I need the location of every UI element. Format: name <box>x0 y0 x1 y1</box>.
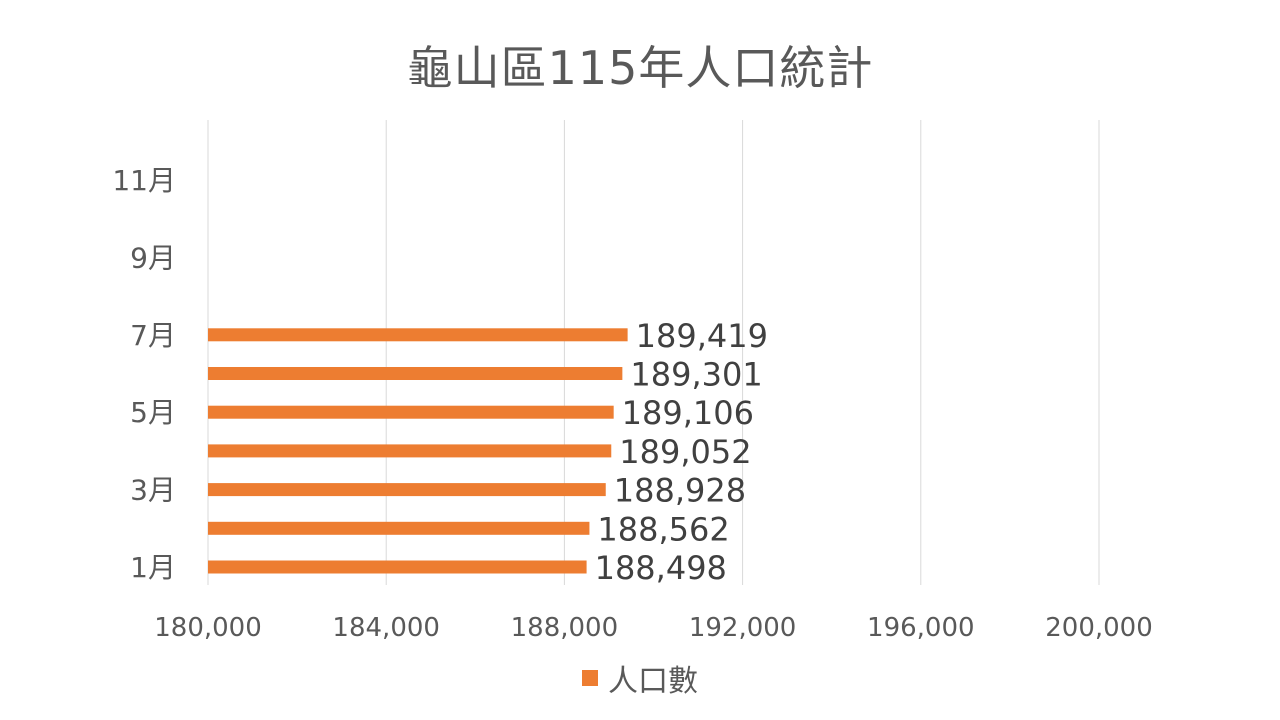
y-tick-label: 1月 <box>130 551 176 584</box>
data-label: 189,301 <box>630 356 762 394</box>
y-tick-label: 5月 <box>130 396 176 429</box>
y-tick-label: 9月 <box>130 241 176 274</box>
data-label: 188,928 <box>614 472 746 510</box>
x-tick-label: 184,000 <box>332 613 440 643</box>
bar <box>208 405 614 419</box>
bar <box>208 521 590 535</box>
bar <box>208 483 606 497</box>
data-label: 189,106 <box>622 394 754 432</box>
y-tick-label: 11月 <box>112 164 176 197</box>
bar <box>208 367 623 380</box>
data-label: 189,052 <box>619 433 751 471</box>
x-tick-label: 192,000 <box>689 613 797 643</box>
bar <box>208 328 628 342</box>
chart-title: 龜山區115年人口統計 <box>406 41 874 95</box>
legend-label: 人口數 <box>608 664 698 699</box>
y-tick-label: 3月 <box>130 474 176 507</box>
data-label: 188,498 <box>595 549 727 587</box>
legend-swatch <box>582 670 598 686</box>
data-label: 188,562 <box>597 510 729 548</box>
legend: 人口數 <box>0 656 1280 700</box>
x-tick-label: 196,000 <box>867 613 975 643</box>
data-label: 189,419 <box>636 317 768 355</box>
bar <box>208 560 587 574</box>
y-tick-label: 7月 <box>130 319 176 352</box>
bar <box>208 444 612 458</box>
x-tick-label: 180,000 <box>154 613 262 643</box>
x-tick-label: 200,000 <box>1045 613 1153 643</box>
x-tick-label: 188,000 <box>511 613 619 643</box>
